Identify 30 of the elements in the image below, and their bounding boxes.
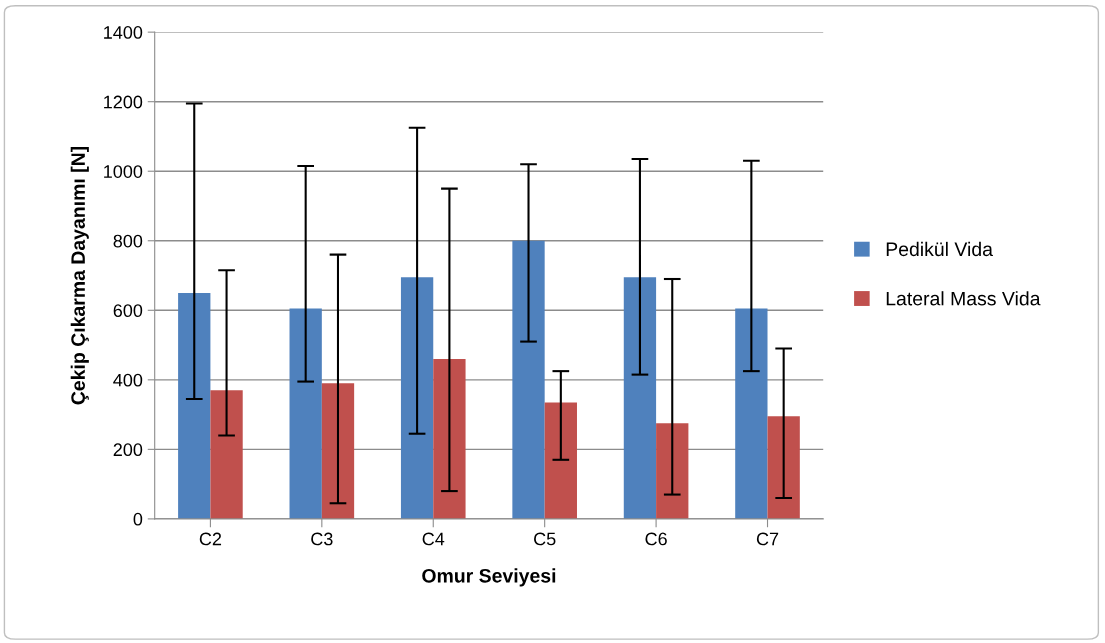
legend-label: Lateral Mass Vida bbox=[886, 291, 1041, 306]
bar bbox=[210, 390, 243, 519]
bar bbox=[178, 292, 211, 519]
bar bbox=[656, 423, 689, 519]
y-tick-label: 0 bbox=[133, 512, 143, 526]
y-axis-title: Çekip Çıkarma Dayanımı [N] bbox=[70, 146, 89, 405]
x-tick-label: C2 bbox=[199, 532, 222, 546]
y-tick-label: 400 bbox=[113, 373, 143, 387]
y-tick-label: 800 bbox=[113, 234, 143, 248]
y-tick-label: 600 bbox=[113, 304, 143, 318]
bar bbox=[623, 277, 657, 519]
y-tick-label: 1400 bbox=[104, 26, 143, 39]
legend-label: Pedikül Vida bbox=[886, 241, 993, 257]
x-axis-title: Omur Seviyesi bbox=[422, 568, 556, 587]
bar bbox=[400, 277, 434, 519]
bar bbox=[289, 308, 322, 519]
x-tick-label: C3 bbox=[311, 532, 333, 546]
bar bbox=[767, 416, 800, 519]
x-tick-label: C6 bbox=[645, 532, 667, 546]
bar bbox=[321, 383, 355, 519]
bar bbox=[544, 402, 577, 519]
bar bbox=[735, 308, 768, 519]
bar bbox=[433, 358, 466, 519]
y-tick-label: 1000 bbox=[104, 165, 143, 178]
y-tick-label: 200 bbox=[113, 443, 143, 457]
x-tick-label: C7 bbox=[756, 532, 779, 546]
bar bbox=[512, 240, 545, 519]
x-tick-label: C4 bbox=[422, 532, 445, 546]
x-tick-label: C5 bbox=[534, 532, 556, 546]
y-tick-label: 1200 bbox=[104, 95, 143, 109]
